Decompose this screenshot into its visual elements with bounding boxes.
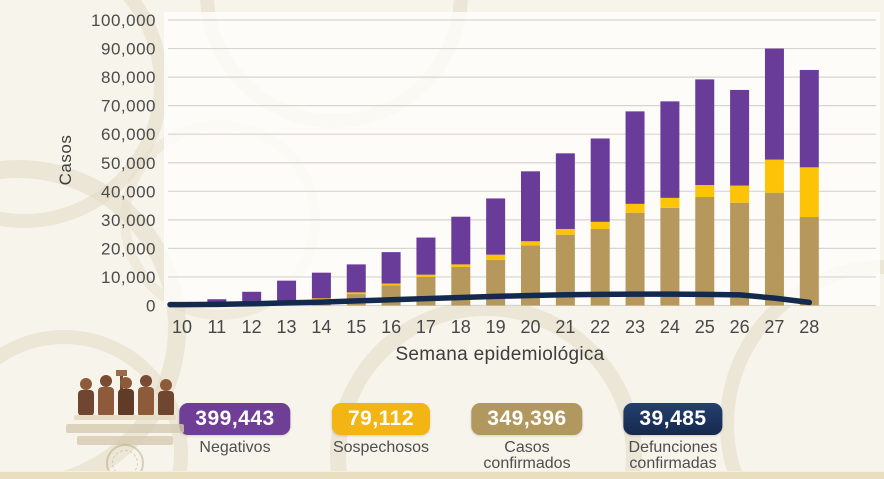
x-tick-label: 15 bbox=[346, 317, 366, 337]
bar-segment-sospechosos bbox=[311, 298, 331, 300]
x-tick-label: 28 bbox=[799, 317, 819, 337]
bar-segment-negativos bbox=[381, 252, 401, 284]
x-tick-label: 20 bbox=[520, 317, 540, 337]
bar-segment-sospechosos bbox=[555, 228, 575, 235]
bar-segment-negativos bbox=[277, 280, 297, 301]
bar-segment-negativos bbox=[521, 171, 540, 242]
x-tick-label: 24 bbox=[660, 317, 680, 337]
bar-segment-casos-confirmados bbox=[660, 207, 680, 306]
x-tick-label: 10 bbox=[172, 317, 192, 337]
bar-segment-negativos bbox=[242, 291, 262, 304]
legend-item-negativos: 399,443 Negativos bbox=[179, 403, 291, 456]
bar-segment-sospechosos bbox=[451, 264, 471, 267]
x-tick-label: 25 bbox=[695, 317, 715, 337]
x-tick-label: 16 bbox=[381, 317, 401, 337]
bar-segment-negativos bbox=[555, 153, 575, 229]
x-tick-label: 18 bbox=[451, 317, 471, 337]
bar-segment-casos-confirmados bbox=[590, 228, 610, 306]
legend-item-defunciones: 39,485 Defunciones confirmadas bbox=[623, 403, 723, 472]
chart-canvas: 100,000 90,000 80,000 70,000 60,000 50,000 40,… bbox=[91, 11, 880, 337]
bar-segment-casos-confirmados bbox=[799, 216, 819, 306]
x-tick-label: 14 bbox=[311, 317, 331, 337]
legend-label-casos-confirmados: Casos confirmados bbox=[483, 439, 571, 472]
bar-segment-negativos bbox=[416, 237, 436, 275]
bar-segment-negativos bbox=[346, 264, 366, 293]
y-tick-label: 90,000 bbox=[101, 40, 156, 59]
defunciones-count-badge: 39,485 bbox=[623, 403, 723, 435]
x-tick-label: 17 bbox=[416, 317, 436, 337]
bar-segment-casos-confirmados bbox=[695, 197, 715, 306]
historical-figures-icon bbox=[74, 370, 176, 420]
y-tick-label: 80,000 bbox=[101, 68, 156, 87]
x-tick-label: 26 bbox=[730, 317, 750, 337]
y-tick-label: 60,000 bbox=[101, 125, 156, 144]
negativos-count-badge: 399,443 bbox=[179, 403, 291, 435]
bar-segment-negativos bbox=[695, 79, 715, 186]
bar-segment-casos-confirmados bbox=[730, 202, 750, 306]
y-tick-label: 70,000 bbox=[101, 97, 156, 116]
bar-segment-sospechosos bbox=[695, 185, 715, 198]
x-tick-label: 27 bbox=[764, 317, 784, 337]
x-tick-label: 12 bbox=[242, 317, 262, 337]
x-tick-label: 19 bbox=[486, 317, 506, 337]
defunciones-line bbox=[167, 291, 813, 308]
bottom-accent-strip bbox=[0, 471, 884, 479]
bar-segment-negativos bbox=[660, 101, 680, 198]
bar-segment-sospechosos bbox=[660, 197, 680, 208]
bar-segment-casos-confirmados bbox=[521, 245, 540, 306]
bar-segment-sospechosos bbox=[486, 254, 506, 260]
bar-segment-sospechosos bbox=[416, 274, 436, 277]
y-tick-label: 50,000 bbox=[101, 154, 156, 173]
x-tick-label: 11 bbox=[208, 317, 227, 337]
bar-segment-negativos bbox=[311, 272, 331, 299]
bar-segment-casos-confirmados bbox=[625, 212, 645, 306]
x-tick-label: 23 bbox=[625, 317, 645, 337]
y-tick-label: 0 bbox=[146, 297, 156, 316]
bar-segment-sospechosos bbox=[625, 203, 645, 213]
legend-item-sospechosos: 79,112 Sospechosos bbox=[331, 403, 431, 456]
bar-segment-sospechosos bbox=[799, 167, 819, 217]
bar-segment-sospechosos bbox=[346, 292, 366, 295]
bar-segment-negativos bbox=[764, 48, 784, 160]
legend: 399,443 Negativos 79,112 Sospechosos 349… bbox=[0, 403, 884, 473]
bar-segment-sospechosos bbox=[730, 185, 750, 203]
legend-label-negativos: Negativos bbox=[199, 439, 271, 456]
y-tick-label: 40,000 bbox=[101, 182, 156, 201]
legend-item-casos-confirmados: 349,396 Casos confirmados bbox=[471, 403, 583, 472]
bar-segment-sospechosos bbox=[381, 283, 401, 286]
sospechosos-count-badge: 79,112 bbox=[331, 403, 431, 435]
x-tick-label: 22 bbox=[590, 317, 610, 337]
bar-segment-casos-confirmados bbox=[555, 234, 575, 306]
bar-segment-sospechosos bbox=[764, 159, 784, 193]
bar-segment-sospechosos bbox=[590, 221, 610, 229]
legend-label-defunciones: Defunciones confirmadas bbox=[628, 439, 718, 472]
y-axis-title: Casos bbox=[56, 134, 75, 186]
bar-segment-negativos bbox=[207, 299, 227, 305]
y-tick-label: 20,000 bbox=[101, 239, 156, 258]
bar-segment-casos-confirmados bbox=[764, 192, 784, 306]
x-tick-label: 13 bbox=[277, 317, 297, 337]
y-tick-label: 100,000 bbox=[91, 11, 156, 30]
y-tick-label: 10,000 bbox=[101, 268, 156, 287]
bar-segment-sospechosos bbox=[521, 241, 540, 246]
y-tick-label: 30,000 bbox=[101, 211, 156, 230]
epidemiological-week-chart: 100,000 90,000 80,000 70,000 60,000 50,000 40,… bbox=[56, 11, 880, 365]
bar-segment-negativos bbox=[451, 216, 471, 265]
x-tick-label: 21 bbox=[555, 317, 575, 337]
bar-segment-negativos bbox=[625, 111, 645, 204]
bar-segment-negativos bbox=[799, 69, 819, 168]
logo-text-placeholder bbox=[66, 424, 184, 448]
bar-segment-negativos bbox=[486, 198, 506, 255]
gobierno-de-mexico-logo bbox=[58, 366, 192, 479]
bar-segment-negativos bbox=[590, 138, 610, 222]
casos-confirmados-count-badge: 349,396 bbox=[471, 403, 583, 435]
x-axis-title: Semana epidemiológica bbox=[395, 344, 605, 365]
bar-segment-negativos bbox=[730, 89, 750, 186]
legend-label-sospechosos: Sospechosos bbox=[332, 439, 430, 456]
